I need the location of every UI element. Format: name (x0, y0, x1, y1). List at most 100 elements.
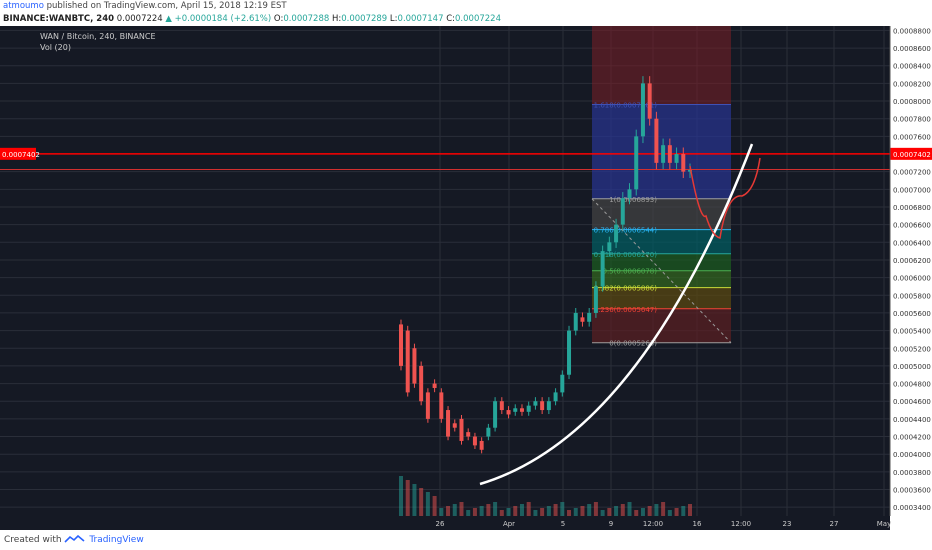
x-tick-label: 26 (436, 520, 445, 528)
volume-bar (567, 510, 572, 516)
fib-level-label: 0.382(0.0005886) (594, 285, 658, 293)
high-label: H: (331, 14, 342, 24)
candle-body (627, 189, 632, 199)
open-label: O: (273, 14, 284, 24)
candle-body (432, 383, 437, 388)
volume-bar (405, 480, 410, 516)
candle-body (634, 136, 639, 190)
candle-body (553, 392, 558, 402)
candle-body (399, 324, 403, 366)
volume-bar (546, 506, 551, 516)
volume-bar (519, 504, 524, 516)
volume-bar (466, 510, 471, 516)
candle-body (479, 440, 484, 450)
candle-body (667, 145, 672, 163)
volume-bar (681, 506, 686, 516)
projected-path (689, 157, 761, 239)
symbol-label: BINANCE:WANBTC, 240 (3, 14, 115, 24)
y-tick-label: 0.0007000 (893, 186, 931, 194)
candle-body (533, 401, 538, 406)
y-tick-label: 0.0004400 (893, 416, 931, 424)
volume-bar (627, 502, 632, 516)
volume-bar (620, 504, 625, 516)
y-tick-label: 0.0004600 (893, 398, 931, 406)
candle-body (452, 423, 457, 428)
y-tick-label: 0.0004800 (893, 381, 931, 389)
price-chart[interactable]: 0.0008800 0.0008600 0.0008400 0.0008200 0.00… (0, 26, 932, 530)
x-tick-label: 5 (561, 520, 565, 528)
candle-body (681, 154, 686, 172)
volume-bar (540, 508, 545, 516)
candle-body (419, 365, 424, 402)
volume-bar (647, 506, 652, 516)
volume-bar (399, 476, 403, 516)
y-tick-label: 0.0005800 (893, 292, 931, 300)
candle-body (573, 312, 578, 331)
candle-body (412, 348, 417, 384)
y-tick-label: 0.0008800 (893, 27, 931, 35)
volume-bar (419, 488, 424, 516)
volume-bar (573, 508, 578, 516)
high-value: 0.0007289 (341, 14, 388, 24)
candle-body (647, 83, 652, 119)
candle-body (661, 145, 666, 163)
fib-zone-1 (592, 198, 731, 230)
tradingview-logo-icon (64, 534, 85, 543)
low-label: L: (389, 14, 398, 24)
volume-bar (640, 508, 645, 516)
candle-body (519, 408, 524, 412)
fib-level-label: 0(0.0005263) (609, 340, 657, 348)
candle-body (405, 330, 410, 393)
fib-level-label: 0.236(0.0005647) (594, 306, 658, 314)
y-tick-label: 0.0008400 (893, 63, 931, 71)
candle-body (486, 427, 491, 437)
y-tick-label: 0.0005200 (893, 345, 931, 353)
fib-level-label: 0.618(0.0006270) (594, 251, 658, 259)
x-tick-label: Apr (503, 520, 515, 528)
volume-bar (499, 510, 504, 516)
y-tick-label: 0.0005000 (893, 363, 931, 371)
last-price: 0.0007224 (116, 14, 163, 24)
volume-bar (593, 502, 598, 516)
fib-zone-236 (592, 308, 731, 343)
candle-body (640, 83, 645, 137)
x-tick-label: 12:00 (643, 520, 663, 528)
author-link[interactable]: atmoumo (3, 1, 44, 11)
y-tick-label: 0.0006200 (893, 257, 931, 265)
footer: Created with TradingView (0, 530, 932, 550)
time-axis-area (0, 516, 890, 530)
candle-body (526, 405, 531, 412)
y-tick-label: 0.0004000 (893, 451, 931, 459)
candle-body (567, 330, 572, 375)
candle-body (513, 408, 518, 412)
low-value: 0.0007147 (397, 14, 444, 24)
fib-level-label: 0.5(0.0006078) (603, 268, 658, 276)
parabolic-curve (479, 143, 754, 486)
published-text: published on TradingView.com, April 15, … (46, 1, 287, 11)
x-tick-label: 23 (783, 520, 792, 528)
candle-body (654, 118, 659, 163)
volume-bar (580, 506, 585, 516)
candle-body (493, 401, 498, 428)
candle-body (593, 286, 598, 313)
price-badge-right (890, 147, 932, 160)
volume-bar (614, 506, 619, 516)
x-tick-label: 9 (609, 520, 613, 528)
volume-bar (667, 510, 672, 516)
chart-legend-vol: Vol (20) (40, 43, 71, 52)
volume-bar (459, 502, 464, 516)
candle-body (546, 401, 551, 411)
volume-bar (513, 506, 518, 516)
close-value: 0.0007224 (455, 14, 501, 24)
volume-bar (526, 502, 531, 516)
tradingview-brand[interactable]: TradingView (89, 535, 144, 545)
plot-area (0, 26, 890, 516)
volume-bar (587, 504, 592, 516)
candle-body (688, 169, 692, 172)
candle-body (587, 312, 592, 322)
candle-body (499, 401, 504, 411)
y-tick-label: 0.0007200 (893, 169, 931, 177)
y-tick-label: 0.0003400 (893, 504, 931, 512)
x-tick-label: 27 (830, 520, 839, 528)
fib-zone-top (592, 26, 731, 105)
